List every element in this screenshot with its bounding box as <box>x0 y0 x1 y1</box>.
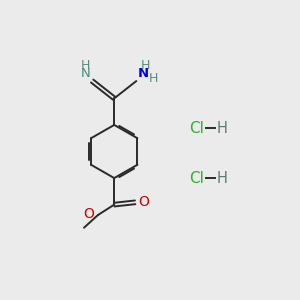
Text: H: H <box>140 59 150 72</box>
Text: O: O <box>83 207 94 221</box>
Text: Cl: Cl <box>189 171 203 186</box>
Text: H: H <box>149 72 158 85</box>
Text: H: H <box>217 121 227 136</box>
Text: Cl: Cl <box>189 121 203 136</box>
Text: H: H <box>217 171 227 186</box>
Text: O: O <box>138 195 149 209</box>
Text: H: H <box>81 59 90 72</box>
Text: N: N <box>80 67 90 80</box>
Text: N: N <box>137 67 148 80</box>
